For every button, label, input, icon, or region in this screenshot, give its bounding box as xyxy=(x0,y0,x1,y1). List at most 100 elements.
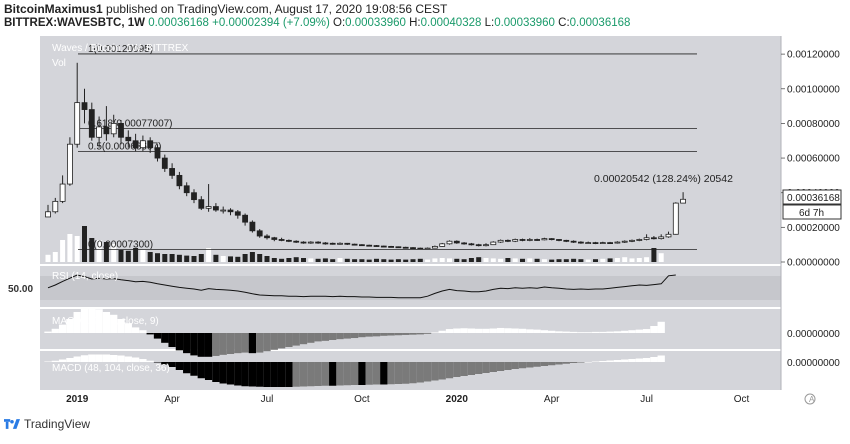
volume-bar xyxy=(395,259,401,262)
macd-histogram-bar xyxy=(285,333,293,347)
candle-body xyxy=(96,126,102,138)
macd-histogram-bar xyxy=(153,362,162,363)
macd-histogram-bar xyxy=(197,362,205,379)
close-label: C: xyxy=(558,17,570,29)
macd-histogram-bar xyxy=(73,312,81,333)
macd-histogram-bar xyxy=(270,333,278,350)
macd1-zero-label: 0.00000000 xyxy=(787,329,840,340)
candle-body xyxy=(395,246,402,249)
macd-histogram-bar xyxy=(358,362,366,385)
macd-histogram-bar xyxy=(409,333,417,335)
macd-histogram-bar xyxy=(270,362,278,387)
auto-scale-icon[interactable]: A xyxy=(809,395,815,404)
macd-histogram-bar xyxy=(453,328,461,333)
macd-histogram-bar xyxy=(606,360,614,362)
footer-brand[interactable]: TradingView xyxy=(24,417,91,431)
volume-bar xyxy=(45,254,51,262)
volume-bar xyxy=(67,234,73,262)
macd-histogram-bar xyxy=(117,355,125,362)
macd-histogram-bar xyxy=(350,362,359,385)
macd-histogram-bar xyxy=(329,333,337,340)
time-axis[interactable]: 2019 Apr Jul Oct 2020 Apr Jul Oct xyxy=(66,394,749,405)
macd-histogram-bar xyxy=(277,333,286,349)
macd-histogram-bar xyxy=(599,361,607,362)
macd-histogram-bar xyxy=(307,333,315,343)
volume-bar xyxy=(600,258,606,262)
volume-bar xyxy=(359,259,365,262)
volume-bar xyxy=(176,254,182,262)
macd-histogram-bar xyxy=(277,362,286,387)
candle-body xyxy=(161,157,168,169)
candle-body xyxy=(490,241,497,246)
candle-body xyxy=(665,233,672,238)
volume-bar xyxy=(242,254,248,262)
volume-bar xyxy=(549,259,555,262)
candle-body xyxy=(643,237,650,240)
candle-body xyxy=(183,185,190,194)
macd-histogram-bar xyxy=(66,358,74,362)
candle-body xyxy=(227,209,234,213)
macd-histogram-bar xyxy=(496,327,505,333)
candle-body xyxy=(556,239,562,241)
price-badge: 0.00036168 xyxy=(787,193,840,204)
macd-histogram-bar xyxy=(438,362,446,380)
candle-body xyxy=(658,236,665,240)
volume-bar xyxy=(585,259,591,262)
macd-histogram-bar xyxy=(350,333,359,339)
volume-bar xyxy=(103,242,109,262)
y-tick-label: 0.00020000 xyxy=(787,223,840,234)
volume-bar xyxy=(439,258,445,262)
candle-body xyxy=(380,245,387,248)
macd-histogram-bar xyxy=(591,331,600,333)
macd-histogram-bar xyxy=(431,362,439,381)
macd-histogram-bar xyxy=(402,333,410,335)
candle-body xyxy=(118,123,124,138)
macd-histogram-bar xyxy=(365,362,373,385)
macd-histogram-bar xyxy=(292,362,300,387)
candle-body xyxy=(453,240,460,244)
macd-histogram-bar xyxy=(44,331,52,333)
macd-histogram-bar xyxy=(307,362,315,387)
volume-bar xyxy=(468,258,474,262)
macd-histogram-bar xyxy=(635,329,643,333)
candle-body xyxy=(578,241,584,244)
volume-bar xyxy=(155,253,160,262)
candle-body xyxy=(81,102,88,110)
volume-bar xyxy=(505,258,511,262)
volume-bar xyxy=(191,256,197,262)
macd-histogram-bar xyxy=(73,356,81,362)
candle-body xyxy=(278,239,285,241)
fib-levels: 1(0.00120095) 0.618(0.00077007) 0.5(0.0006… xyxy=(78,44,697,250)
macd-histogram-bar xyxy=(212,333,220,356)
candle-body xyxy=(242,214,249,223)
macd-histogram-bar xyxy=(44,361,52,362)
candle-body xyxy=(271,237,278,240)
macd-histogram-bar xyxy=(438,330,446,333)
candle-body xyxy=(74,102,81,145)
volume-bar xyxy=(140,250,146,262)
candle-body xyxy=(88,109,95,138)
macd-histogram-bar xyxy=(577,362,585,363)
volume-bar xyxy=(644,257,650,262)
macd-histogram-bar xyxy=(95,354,103,362)
macd-histogram-bar xyxy=(569,362,578,363)
macd-histogram-bar xyxy=(197,333,205,357)
volume-bar xyxy=(82,226,87,262)
macd-histogram-bar xyxy=(139,359,147,362)
macd-histogram-bar xyxy=(175,362,184,370)
macd-histogram-bar xyxy=(336,333,344,340)
macd-histogram-bar xyxy=(475,328,483,333)
macd-histogram-bar xyxy=(496,362,505,371)
macd-histogram-bar xyxy=(190,362,198,376)
candle-body xyxy=(45,211,51,218)
macd-histogram-bar xyxy=(526,329,534,333)
candle-body xyxy=(504,239,511,242)
macd-histogram-bar xyxy=(504,328,512,333)
price-badge-box xyxy=(782,189,842,205)
macd-histogram-bar xyxy=(467,362,476,375)
candle-body xyxy=(198,199,205,209)
author-name[interactable]: BitcoinMaximus1 xyxy=(4,2,103,16)
settings-icon[interactable] xyxy=(804,393,816,405)
